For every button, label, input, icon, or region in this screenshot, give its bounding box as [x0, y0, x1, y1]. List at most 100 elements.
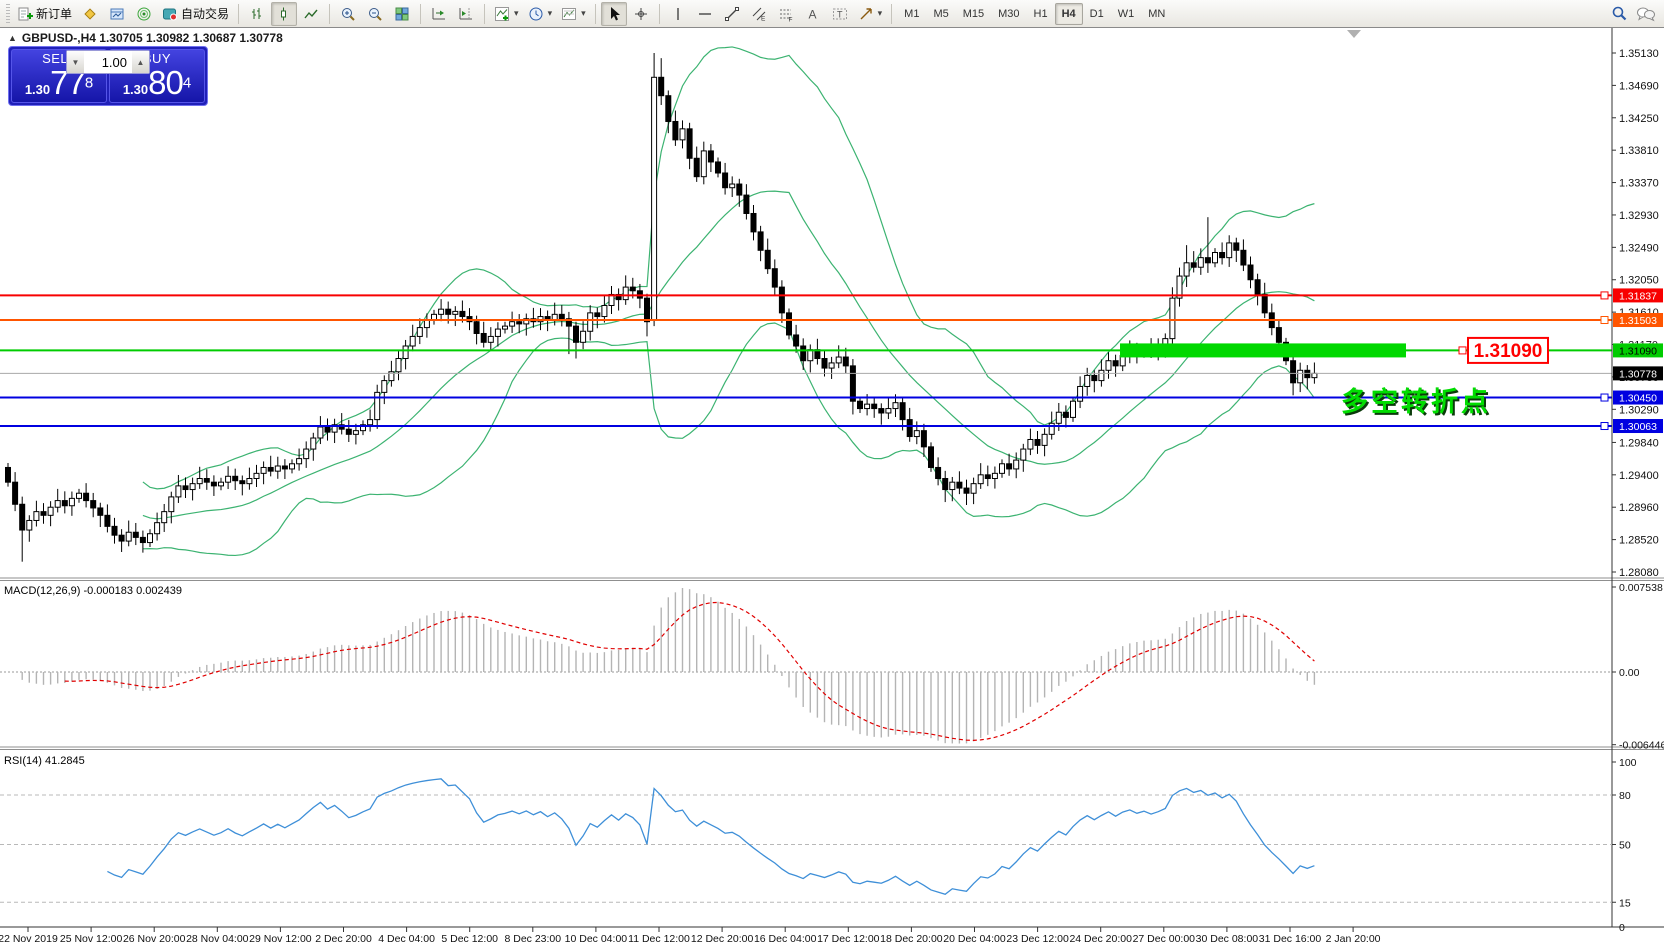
search-button[interactable] — [1606, 2, 1632, 26]
volume-spinner: ▼ ▲ — [66, 50, 150, 74]
volume-increase-button[interactable]: ▲ — [132, 51, 149, 73]
timeframe-group: M1 M5 M15 M30 H1 H4 D1 W1 MN — [897, 2, 1172, 25]
bar-chart-button[interactable] — [244, 2, 270, 26]
channel-icon: E — [752, 7, 766, 22]
one-click-trading-panel: SELL 1.30778 BUY 1.30804 ▼ ▲ — [8, 46, 208, 106]
timeframe-D1[interactable]: D1 — [1083, 3, 1111, 25]
timeframe-MN[interactable]: MN — [1141, 3, 1172, 25]
chat-button[interactable] — [1632, 2, 1660, 26]
price-tick-label: 1.29840 — [1619, 437, 1659, 449]
svg-text:E: E — [761, 15, 766, 22]
bollinger-lower-band[interactable] — [142, 322, 1315, 557]
timeframe-M15[interactable]: M15 — [956, 3, 991, 25]
new-order-button[interactable]: 新订单 — [13, 2, 76, 26]
signal-button[interactable] — [131, 2, 157, 26]
time-tick-label: 11 Dec 12:00 — [628, 933, 690, 945]
channel-button[interactable]: E — [746, 2, 772, 26]
chart-window-icon — [110, 8, 124, 19]
trendline-button[interactable] — [719, 2, 745, 26]
level-lines-layer[interactable] — [0, 291, 1612, 431]
horizontal-line-button[interactable] — [692, 2, 718, 26]
price-tag-1.30778 — [1613, 366, 1663, 381]
line-handle[interactable] — [1600, 316, 1609, 325]
tile-windows-icon — [395, 7, 409, 20]
crosshair-icon — [634, 7, 647, 20]
price-tag-label: 1.31090 — [1619, 345, 1657, 357]
price-tag-1.31503 — [1613, 313, 1663, 328]
timeframe-H1[interactable]: H1 — [1027, 3, 1055, 25]
chart-window[interactable]: 1.31090 1.35130 1.34690 1.34250 1.33810 1.333… — [0, 28, 1664, 945]
text-button[interactable]: A — [800, 2, 826, 26]
time-tick-label: 20 Dec 04:00 — [943, 933, 1006, 945]
diamond-tool-button[interactable] — [77, 2, 103, 26]
rsi-tick-label: 15 — [1619, 897, 1631, 909]
candlestick-chart-button[interactable] — [271, 1, 298, 26]
period-button[interactable]: ▾ — [524, 2, 557, 26]
time-tick-label: 22 Nov 2019 — [0, 933, 58, 945]
zoom-out-icon — [369, 7, 382, 21]
price-flag[interactable]: 1.31090 — [1458, 336, 1549, 364]
chart-shift-icon — [459, 7, 473, 19]
autotrade-button[interactable]: 自动交易 — [158, 2, 233, 26]
time-tick-label: 31 Dec 16:00 — [1259, 933, 1322, 945]
fibonacci-button[interactable]: F — [773, 2, 799, 26]
new-order-icon — [18, 7, 33, 20]
price-tag-1.31837 — [1613, 288, 1663, 303]
template-button[interactable]: ▾ — [557, 2, 590, 26]
dropdown-caret: ▾ — [877, 8, 883, 18]
diamond-icon — [84, 7, 96, 20]
chart-canvas[interactable]: 1.31090 1.35130 1.34690 1.34250 1.33810 1.333… — [0, 28, 1664, 945]
cursor-button[interactable] — [600, 1, 627, 26]
bollinger-upper-band[interactable] — [142, 46, 1315, 490]
toolbar-separator — [891, 3, 893, 24]
line-handle[interactable] — [1600, 393, 1609, 402]
panel-collapse-icon[interactable]: ▲ — [8, 33, 17, 43]
text-label-button[interactable]: T — [827, 2, 853, 26]
line-handle[interactable] — [1600, 422, 1609, 431]
price-tick-label: 1.34690 — [1619, 80, 1659, 92]
crosshair-button[interactable] — [628, 2, 654, 26]
time-tick-label: 8 Dec 23:00 — [504, 933, 561, 945]
toolbar-separator — [420, 3, 422, 24]
tile-windows-button[interactable] — [389, 2, 415, 26]
chart-shift-marker[interactable] — [1347, 30, 1361, 38]
timeframe-M30[interactable]: M30 — [991, 3, 1026, 25]
toolbar-grip — [6, 3, 10, 24]
zoom-out-button[interactable] — [362, 2, 388, 26]
time-tick-label: 10 Dec 04:00 — [565, 933, 628, 945]
autotrade-label: 自动交易 — [181, 7, 230, 21]
toolbar-separator — [484, 3, 486, 24]
time-tick-label: 5 Dec 12:00 — [441, 933, 498, 945]
macd-signal-line — [64, 601, 1315, 741]
add-indicator-icon — [495, 6, 510, 21]
time-tick-label: 26 Nov 20:00 — [123, 933, 186, 945]
line-handle[interactable] — [1600, 291, 1609, 300]
timeframe-M5[interactable]: M5 — [926, 3, 955, 25]
chart-shift-button[interactable] — [453, 2, 479, 26]
zoom-in-icon — [342, 7, 355, 21]
zoom-in-button[interactable] — [335, 2, 361, 26]
text-label-icon: T — [832, 8, 847, 19]
chart-window-button[interactable] — [104, 2, 130, 26]
arrows-icon — [860, 7, 872, 19]
price-flag-label: 1.31090 — [1474, 341, 1543, 362]
price-tag-label: 1.31503 — [1619, 315, 1657, 327]
timeframe-W1[interactable]: W1 — [1111, 3, 1142, 25]
clock-icon — [529, 7, 543, 20]
turning-point-highlight[interactable] — [1120, 343, 1406, 358]
volume-input[interactable] — [84, 51, 132, 73]
arrows-button[interactable]: ▾ — [854, 2, 887, 26]
auto-scroll-button[interactable] — [426, 2, 452, 26]
volume-decrease-button[interactable]: ▼ — [67, 51, 84, 73]
turning-point-annotation[interactable]: 多空转折点 — [1341, 387, 1491, 417]
add-indicator-button[interactable]: ▾ — [490, 2, 523, 26]
svg-text:F: F — [788, 16, 792, 22]
timeframe-H4[interactable]: H4 — [1054, 2, 1083, 25]
line-chart-button[interactable] — [298, 2, 324, 26]
price-tick-label: 1.30290 — [1619, 404, 1659, 416]
vertical-line-button[interactable] — [665, 2, 691, 26]
time-tick-label: 27 Dec 00:00 — [1133, 933, 1196, 945]
bollinger-middle-band[interactable] — [142, 190, 1315, 520]
new-order-label: 新订单 — [36, 7, 73, 21]
timeframe-M1[interactable]: M1 — [897, 3, 926, 25]
